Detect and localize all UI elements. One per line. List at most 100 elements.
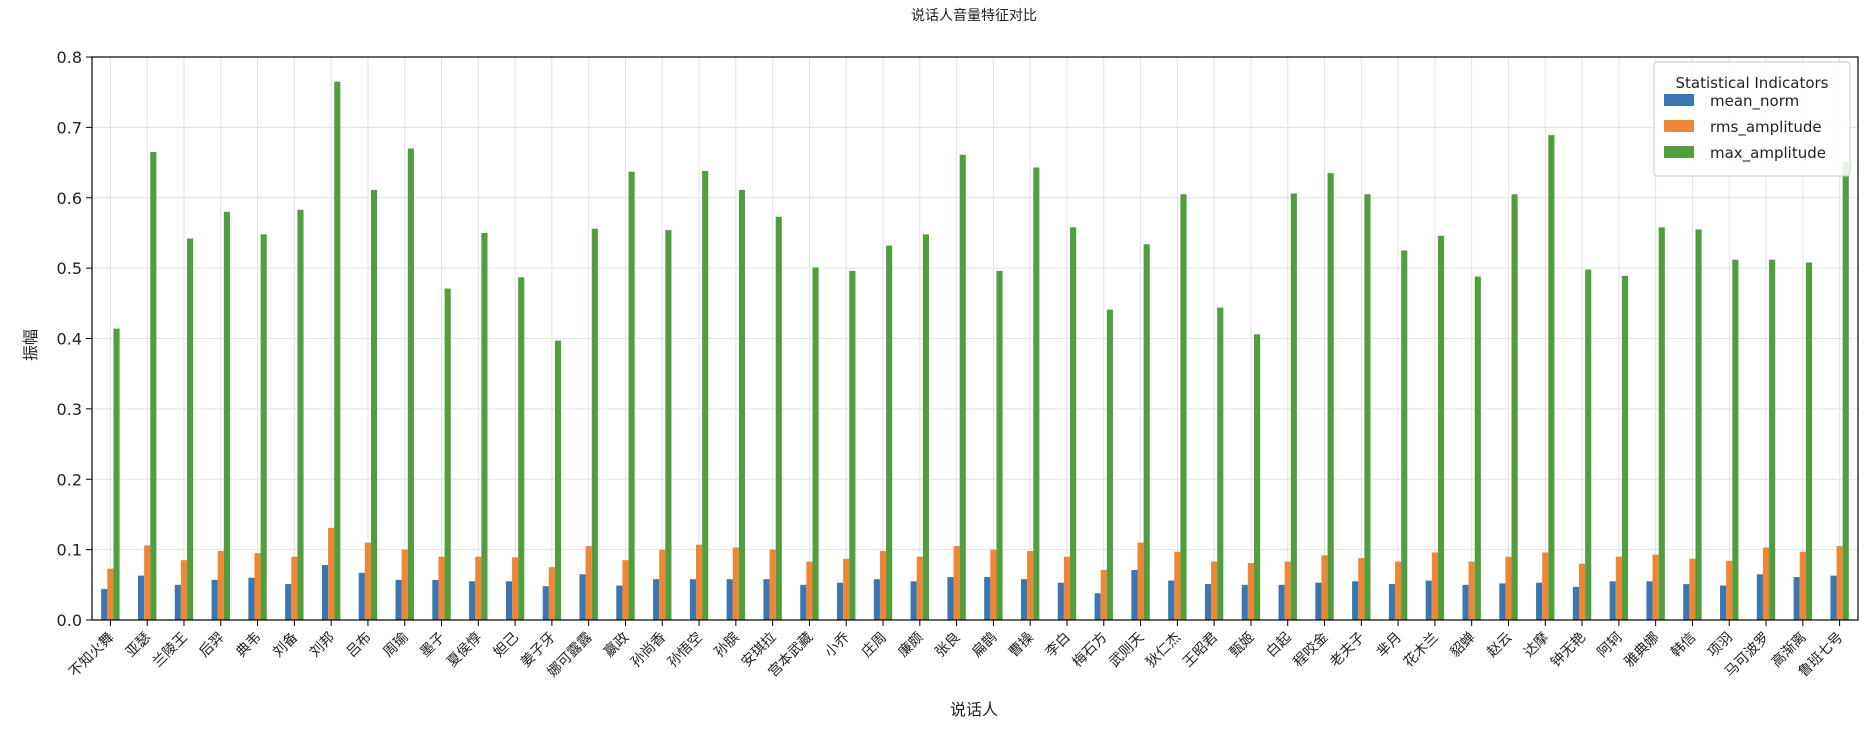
legend-swatch: [1664, 146, 1694, 158]
bar-mean_norm: [653, 579, 660, 620]
bar-rms_amplitude: [217, 551, 224, 620]
legend-swatch: [1664, 120, 1694, 132]
bar-mean_norm: [1536, 582, 1543, 620]
bar-rms_amplitude: [1321, 555, 1328, 620]
plot-frame: [91, 56, 1859, 621]
bar-max_amplitude: [1364, 194, 1371, 620]
bar-max_amplitude: [1143, 244, 1150, 620]
bar-mean_norm: [542, 586, 549, 620]
bar-max_amplitude: [1180, 194, 1187, 620]
bar-mean_norm: [1646, 581, 1653, 620]
bar-max_amplitude: [187, 238, 194, 620]
bar-max_amplitude: [886, 245, 893, 621]
y-tick-label: 0.6: [57, 189, 82, 208]
bar-mean_norm: [1756, 574, 1763, 620]
bar-max_amplitude: [849, 270, 856, 620]
bar-rms_amplitude: [254, 553, 261, 620]
bar-rms_amplitude: [990, 549, 997, 620]
bar-rms_amplitude: [1027, 551, 1034, 620]
bar-rms_amplitude: [144, 545, 151, 620]
bar-rms_amplitude: [180, 560, 188, 620]
bar-max_amplitude: [223, 211, 230, 620]
bar-mean_norm: [910, 581, 917, 620]
bar-max_amplitude: [812, 267, 819, 620]
bar-mean_norm: [800, 584, 807, 620]
bar-rms_amplitude: [1652, 554, 1659, 620]
bar-mean_norm: [984, 577, 991, 620]
bar-mean_norm: [432, 579, 439, 620]
bar-max_amplitude: [1401, 250, 1408, 620]
bar-max_amplitude: [1033, 167, 1040, 620]
bar-max_amplitude: [297, 209, 304, 620]
bar-rms_amplitude: [1137, 542, 1144, 620]
bar-max_amplitude: [1769, 259, 1776, 620]
y-tick-label: 0.0: [57, 611, 82, 630]
bar-mean_norm: [248, 577, 255, 620]
bar-mean_norm: [726, 579, 733, 620]
bar-mean_norm: [1425, 580, 1432, 620]
bar-rms_amplitude: [512, 557, 519, 620]
bar-max_amplitude: [775, 216, 782, 620]
bar-rms_amplitude: [879, 551, 887, 620]
bar-rms_amplitude: [1247, 562, 1255, 620]
bar-rms_amplitude: [1505, 556, 1512, 620]
bar-mean_norm: [1204, 584, 1212, 620]
bar-max_amplitude: [1511, 194, 1518, 620]
x-axis-label: 说话人: [950, 700, 998, 719]
bar-rms_amplitude: [732, 547, 739, 620]
bar-mean_norm: [174, 584, 181, 620]
bar-mean_norm: [1830, 575, 1837, 620]
bar-mean_norm: [873, 579, 880, 620]
bar-rms_amplitude: [1578, 563, 1586, 620]
bar-rms_amplitude: [364, 542, 372, 620]
y-axis-label: 振幅: [21, 329, 40, 361]
bar-rms_amplitude: [1799, 551, 1806, 620]
legend-item-label: mean_norm: [1710, 92, 1799, 111]
bar-max_amplitude: [591, 228, 598, 620]
bar-rms_amplitude: [1431, 552, 1438, 620]
bar-rms_amplitude: [916, 556, 923, 620]
bar-mean_norm: [285, 584, 292, 620]
bar-mean_norm: [101, 589, 108, 620]
bar-max_amplitude: [922, 234, 930, 620]
bar-rms_amplitude: [843, 558, 850, 620]
bar-mean_norm: [947, 577, 954, 620]
bar-max_amplitude: [481, 232, 488, 620]
bar-rms_amplitude: [953, 546, 960, 620]
bar-rms_amplitude: [769, 549, 776, 620]
y-tick-label: 0.5: [57, 259, 82, 278]
bar-max_amplitude: [1070, 227, 1077, 620]
bar-rms_amplitude: [622, 560, 629, 620]
bar-max_amplitude: [738, 190, 746, 621]
bar-mean_norm: [1241, 584, 1248, 620]
bar-mean_norm: [1462, 584, 1469, 620]
bars: [101, 81, 1849, 621]
bar-rms_amplitude: [1726, 560, 1733, 620]
bar-mean_norm: [1499, 583, 1506, 620]
bar-max_amplitude: [554, 340, 562, 620]
bar-max_amplitude: [1474, 276, 1481, 620]
bar-mean_norm: [395, 579, 402, 620]
bar-rms_amplitude: [475, 556, 482, 620]
bar-mean_norm: [505, 581, 513, 620]
bar-mean_norm: [1683, 584, 1690, 620]
bar-max_amplitude: [959, 154, 966, 621]
bar-rms_amplitude: [1468, 561, 1475, 620]
bar-mean_norm: [1609, 581, 1616, 620]
bar-rms_amplitude: [291, 556, 298, 620]
bar-mean_norm: [1572, 586, 1579, 620]
bar-max_amplitude: [1621, 275, 1629, 620]
bar-rms_amplitude: [1100, 570, 1107, 620]
bar-max_amplitude: [444, 288, 451, 620]
bar-rms_amplitude: [438, 556, 445, 620]
legend[interactable]: Statistical Indicators mean_norm rms_ampl…: [1653, 61, 1851, 177]
bar-mean_norm: [837, 582, 844, 620]
legend-swatch: [1664, 94, 1694, 106]
bar-rms_amplitude: [1174, 551, 1181, 620]
bar-max_amplitude: [1695, 229, 1702, 620]
bar-rms_amplitude: [328, 527, 335, 620]
bar-rms_amplitude: [695, 544, 703, 620]
